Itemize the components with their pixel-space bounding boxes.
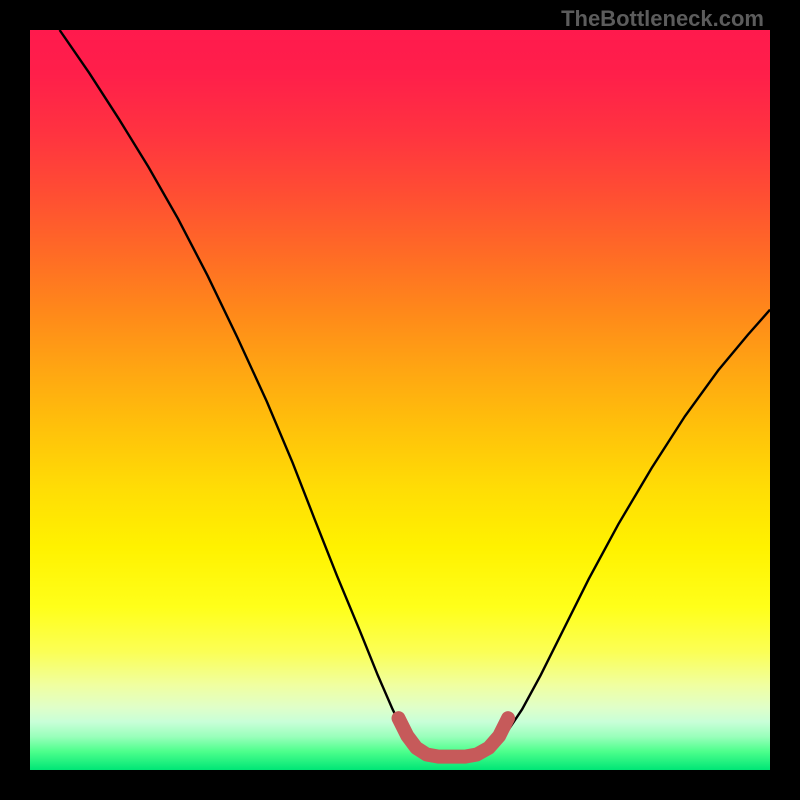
- chart-frame: TheBottleneck.com: [0, 0, 800, 800]
- bottleneck-chart: [0, 0, 800, 800]
- chart-background: [30, 30, 770, 770]
- watermark-text: TheBottleneck.com: [561, 6, 764, 32]
